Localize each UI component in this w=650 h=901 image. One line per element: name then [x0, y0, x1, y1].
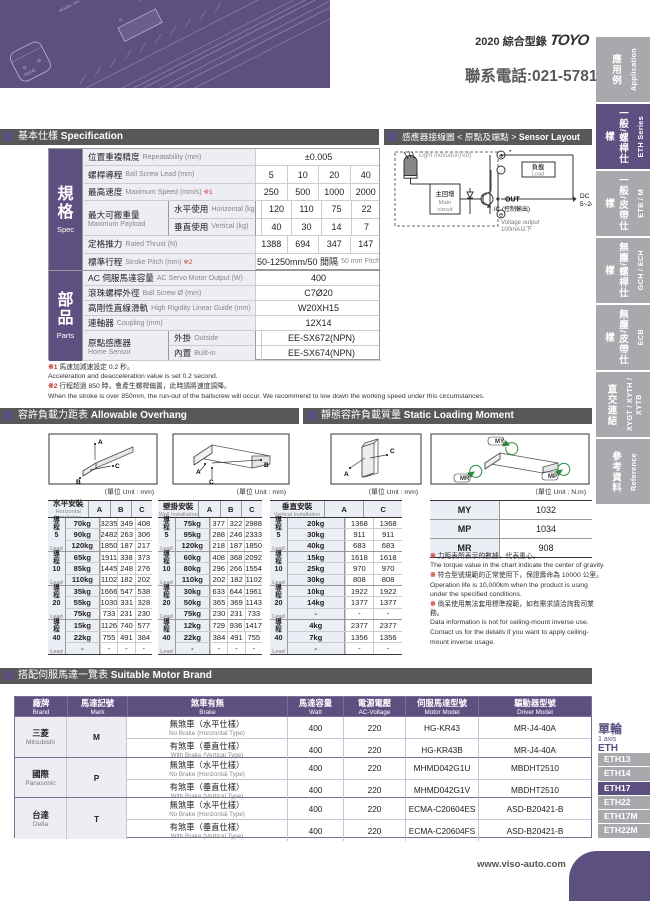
svg-text:MY: MY [495, 439, 504, 445]
svg-text:5~24V: 5~24V [580, 201, 592, 208]
svg-text:C: C [390, 448, 395, 455]
svg-text:(控制輸出): (控制輸出) [502, 205, 530, 213]
svg-text:⊕: ⊕ [499, 153, 504, 159]
svg-text:主回增: 主回增 [436, 189, 455, 198]
svg-text:B: B [76, 479, 81, 485]
svg-text:Voltage output: Voltage output [501, 220, 540, 226]
svg-text:負載: 負載 [532, 162, 545, 171]
svg-text:circuit: circuit [437, 207, 453, 213]
svg-text:MP: MP [548, 474, 557, 480]
svg-text:Main: Main [439, 200, 452, 206]
svg-text:A: A [344, 471, 349, 478]
svg-text:A: A [98, 439, 103, 446]
svg-text:Light indicator(red): Light indicator(red) [419, 152, 472, 159]
svg-text:Load: Load [532, 172, 544, 178]
svg-text:100mA以下: 100mA以下 [501, 226, 532, 233]
svg-text:MR: MR [460, 476, 470, 482]
svg-text:B: B [264, 462, 269, 469]
svg-text:OUT: OUT [505, 197, 521, 204]
svg-text:⊖: ⊖ [499, 212, 504, 218]
svg-text:DC: DC [580, 193, 590, 200]
svg-text:C: C [209, 479, 214, 485]
svg-text:C: C [115, 463, 120, 470]
